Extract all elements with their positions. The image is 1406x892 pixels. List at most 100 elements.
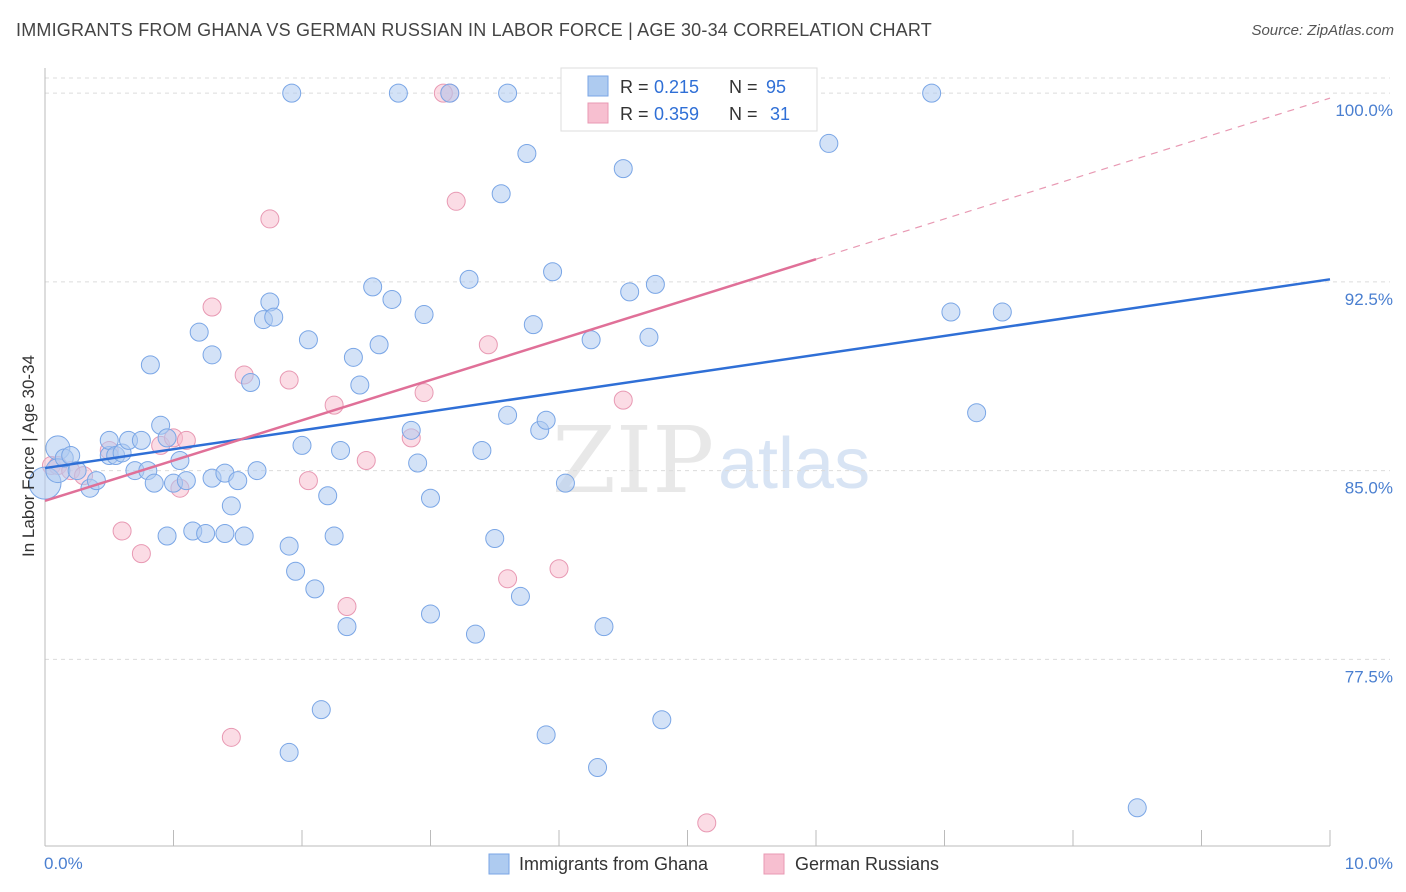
series-legend-swatch-german-russians xyxy=(763,853,785,875)
ghana-trend-line xyxy=(44,278,1331,470)
y-tick-label: 85.0% xyxy=(1345,479,1393,498)
ghana-point xyxy=(279,742,299,762)
watermark-atlas: atlas xyxy=(718,424,870,504)
ghana-point xyxy=(215,523,235,543)
axes xyxy=(44,68,1331,847)
ghana-point xyxy=(202,345,222,365)
y-tick-label: 77.5% xyxy=(1345,667,1393,686)
ghana-point xyxy=(157,428,177,448)
german-russians-point xyxy=(176,430,196,450)
ghana-point xyxy=(337,617,357,637)
ghana-point xyxy=(485,529,505,549)
ghana-point xyxy=(311,700,331,720)
y-tick-labels: 77.5% 85.0% 92.5% 100.0% xyxy=(1335,101,1393,686)
legend-swatch-pink xyxy=(587,102,609,124)
ghana-point xyxy=(176,471,196,491)
ghana-point xyxy=(536,725,556,745)
ghana-point xyxy=(523,315,543,335)
legend-r-label-pink: R = xyxy=(620,104,649,124)
ghana-point xyxy=(324,526,344,546)
ghana-point xyxy=(620,282,640,302)
ghana-point xyxy=(305,579,325,599)
ghana-point xyxy=(408,453,428,473)
german-russians-point xyxy=(549,559,569,579)
legend-swatch-blue xyxy=(587,75,609,97)
ghana-point xyxy=(536,410,556,430)
german-russians-point xyxy=(131,544,151,564)
series-legend-label-ghana: Immigrants from Ghana xyxy=(519,854,709,874)
ghana-point xyxy=(318,486,338,506)
legend-n-label-blue: N = xyxy=(729,77,758,97)
ghana-point xyxy=(510,586,530,606)
ghana-point xyxy=(67,461,87,481)
german-russians-point xyxy=(356,451,376,471)
ghana-point xyxy=(292,435,312,455)
ghana-point xyxy=(459,269,479,289)
ghana-point xyxy=(241,373,261,393)
ghana-point xyxy=(517,143,537,163)
ghana-point xyxy=(228,471,248,491)
ghana-point xyxy=(388,83,408,103)
ghana-point xyxy=(221,496,241,516)
ghana-point xyxy=(298,330,318,350)
german-russians-point xyxy=(298,471,318,491)
ghana-point xyxy=(421,604,440,624)
ghana-point xyxy=(992,302,1012,322)
ghana-point xyxy=(279,536,299,556)
y-tick-label: 92.5% xyxy=(1345,290,1393,309)
chart-title: IMMIGRANTS FROM GHANA VS GERMAN RUSSIAN … xyxy=(16,20,932,40)
ghana-point xyxy=(652,710,672,730)
ghana-point xyxy=(465,624,485,644)
legend-r-value-pink: 0.359 xyxy=(654,104,699,124)
ghana-point xyxy=(196,523,216,543)
german-russians-point xyxy=(613,390,633,410)
ghana-point xyxy=(382,289,402,309)
series-legend-swatch-ghana xyxy=(488,853,510,875)
ghana-point xyxy=(581,330,601,350)
ghana-point xyxy=(401,420,421,440)
german-russians-trend-line xyxy=(44,257,817,502)
ghana-point xyxy=(922,83,942,103)
ghana-point xyxy=(498,83,518,103)
ghana-point xyxy=(645,274,665,294)
ghana-point xyxy=(639,327,659,347)
ghana-point xyxy=(264,307,284,327)
ghana-point xyxy=(331,440,351,460)
ghana-point xyxy=(414,305,434,325)
ghana-point xyxy=(363,277,383,297)
ghana-point xyxy=(421,488,440,508)
ghana-point xyxy=(819,133,839,153)
source-label: Source: ZipAtlas.com xyxy=(1251,22,1394,39)
german-russians-point xyxy=(279,370,299,390)
german-russians-point xyxy=(446,191,466,211)
ghana-point xyxy=(343,347,363,367)
ghana-point xyxy=(613,159,633,179)
legend-r-label-blue: R = xyxy=(620,77,649,97)
german-russians-point xyxy=(337,596,357,616)
legend-n-value-blue: 95 xyxy=(766,77,786,97)
ghana-point xyxy=(369,335,389,355)
ghana-point xyxy=(498,405,518,425)
german-russians-point xyxy=(260,209,280,229)
ghana-point xyxy=(472,440,492,460)
ghana-point xyxy=(131,430,151,450)
ghana-point xyxy=(286,561,306,581)
legend-n-value-pink: 31 xyxy=(770,104,790,124)
y-tick-label: 100.0% xyxy=(1335,101,1393,120)
ghana-point xyxy=(491,184,511,204)
german-russians-point xyxy=(697,813,717,833)
ghana-point xyxy=(543,262,563,282)
german-russians-point xyxy=(221,727,241,747)
german-russians-point xyxy=(112,521,132,541)
ghana-point xyxy=(594,617,614,637)
german-russians-trend-extension xyxy=(815,97,1331,260)
ghana-point xyxy=(140,355,160,375)
watermark: ZIP atlas xyxy=(552,407,870,514)
german-russians-point xyxy=(414,383,434,403)
ghana-point xyxy=(1127,798,1147,818)
ghana-point xyxy=(189,322,209,342)
ghana-point xyxy=(967,403,987,423)
ghana-point xyxy=(234,526,254,546)
german-russians-point xyxy=(202,297,222,317)
